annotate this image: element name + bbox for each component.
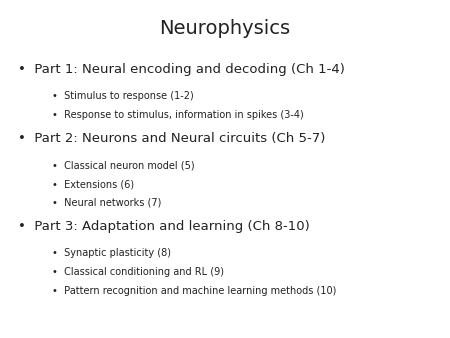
Text: •  Pattern recognition and machine learning methods (10): • Pattern recognition and machine learni… bbox=[52, 286, 336, 296]
Text: •  Classical neuron model (5): • Classical neuron model (5) bbox=[52, 161, 194, 171]
Text: •  Extensions (6): • Extensions (6) bbox=[52, 179, 134, 189]
Text: •  Response to stimulus, information in spikes (3-4): • Response to stimulus, information in s… bbox=[52, 110, 303, 120]
Text: •  Part 1: Neural encoding and decoding (Ch 1-4): • Part 1: Neural encoding and decoding (… bbox=[18, 63, 345, 75]
Text: •  Neural networks (7): • Neural networks (7) bbox=[52, 198, 161, 208]
Text: •  Classical conditioning and RL (9): • Classical conditioning and RL (9) bbox=[52, 267, 224, 277]
Text: Neurophysics: Neurophysics bbox=[159, 19, 291, 38]
Text: •  Part 3: Adaptation and learning (Ch 8-10): • Part 3: Adaptation and learning (Ch 8-… bbox=[18, 220, 310, 233]
Text: •  Stimulus to response (1-2): • Stimulus to response (1-2) bbox=[52, 91, 194, 101]
Text: •  Part 2: Neurons and Neural circuits (Ch 5-7): • Part 2: Neurons and Neural circuits (C… bbox=[18, 132, 325, 145]
Text: •  Synaptic plasticity (8): • Synaptic plasticity (8) bbox=[52, 248, 171, 259]
